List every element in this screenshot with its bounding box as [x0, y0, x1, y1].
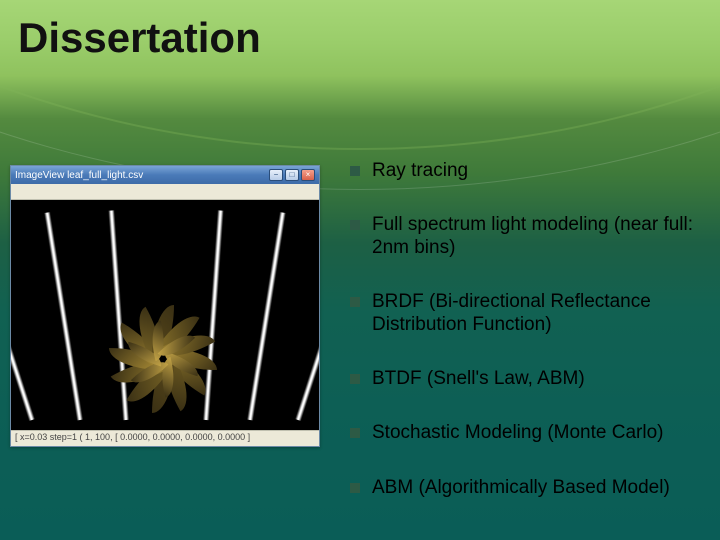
leaf	[109, 348, 163, 370]
window-statusbar: [ x=0.03 step=1 ( 1, 100, [ 0.0000, 0.00…	[11, 430, 319, 446]
light-bar	[247, 212, 286, 420]
window-menubar	[11, 184, 319, 200]
bullet-item: Ray tracing	[350, 160, 700, 182]
render-canvas	[11, 200, 319, 430]
leaf	[152, 305, 174, 359]
bullet-list: Ray tracing Full spectrum light modeling …	[350, 160, 700, 531]
light-bar	[44, 212, 83, 420]
leaf	[126, 307, 172, 365]
leaf	[146, 320, 171, 360]
close-icon: ×	[301, 169, 315, 181]
minimize-icon: −	[269, 169, 283, 181]
slide-title: Dissertation	[18, 14, 261, 62]
embedded-image-window: ImageView leaf_full_light.csv − □ × [ x=…	[10, 165, 320, 447]
light-bar	[295, 219, 319, 421]
leaf	[156, 357, 181, 397]
light-bar	[203, 210, 224, 420]
leaf	[158, 327, 196, 365]
leaf	[161, 352, 201, 377]
leaf	[153, 307, 199, 365]
bullet-item: Stochastic Modeling (Monte Carlo)	[350, 422, 700, 444]
maximize-icon: □	[285, 169, 299, 181]
bullet-item: Full spectrum light modeling (near full:…	[350, 214, 700, 259]
leaf	[153, 354, 199, 412]
leaf	[124, 342, 164, 367]
window-buttons: − □ ×	[269, 169, 315, 181]
bullet-item: BRDF (Bi-directional Reflectance Distrib…	[350, 291, 700, 336]
bullet-item: ABM (Algorithmically Based Model)	[350, 477, 700, 499]
bullet-item: BTDF (Snell's Law, ABM)	[350, 368, 700, 390]
leaf	[131, 354, 169, 392]
leaf	[126, 354, 172, 412]
window-title-text: ImageView leaf_full_light.csv	[15, 170, 143, 181]
leaf	[152, 359, 174, 413]
light-bar	[108, 210, 129, 420]
light-bar	[11, 219, 35, 421]
window-titlebar: ImageView leaf_full_light.csv − □ ×	[11, 166, 319, 184]
